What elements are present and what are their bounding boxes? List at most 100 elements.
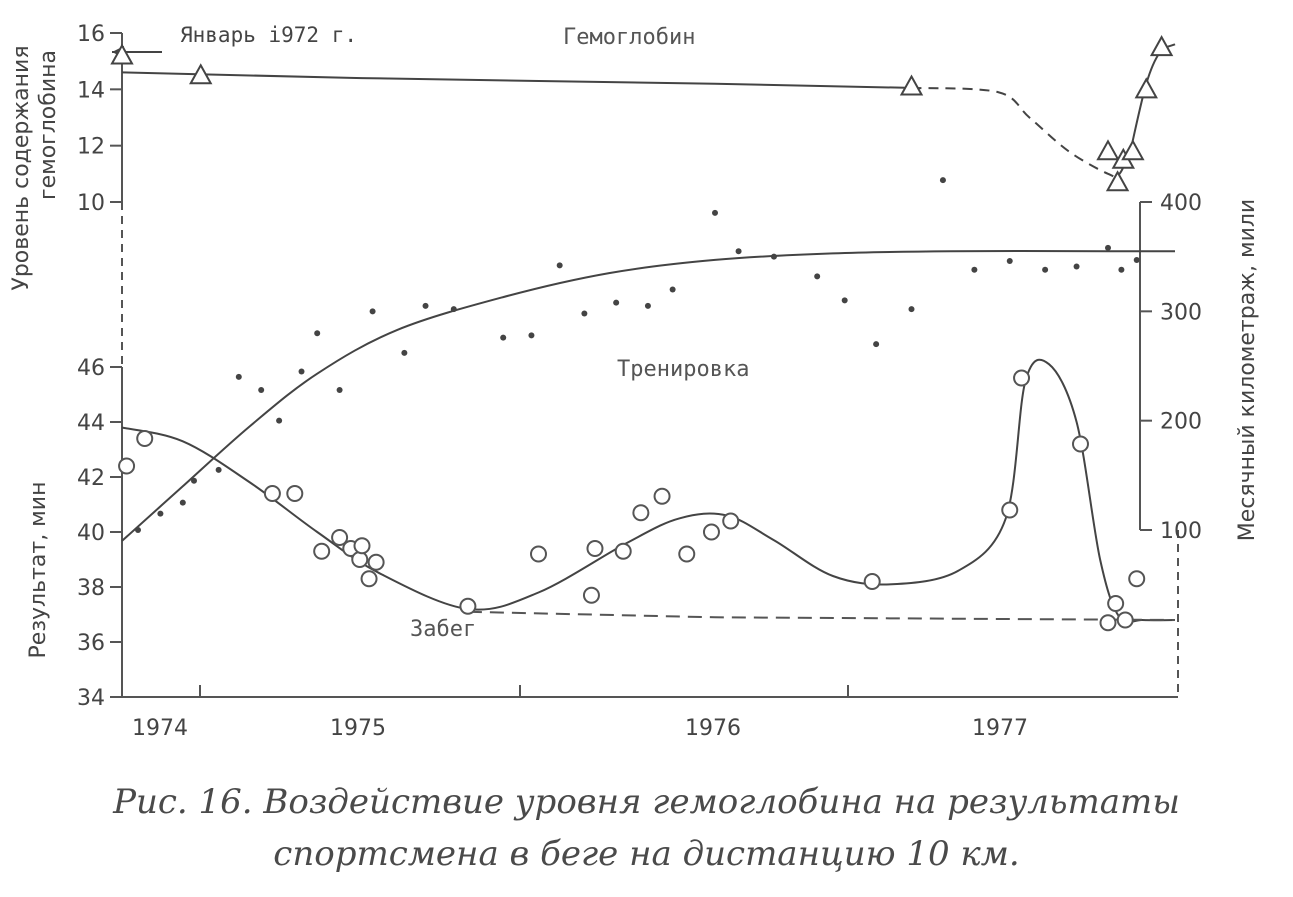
series-label-hemoglobin: Гемоглобин [563,25,695,50]
hemoglobin-axis-title-line-2: гемоглобина [36,50,61,200]
race-point [1001,501,1019,519]
training-point [314,330,321,337]
race-point [1116,611,1134,629]
training-point [814,273,821,280]
training-point [613,299,620,306]
training-point [873,341,880,348]
training-point [1042,266,1049,273]
hemoglobin-axis-title-line-1: Уровень содержания [9,45,34,290]
x-tick-label: 1977 [972,716,1028,741]
race-baseline-dashed [467,610,1176,621]
race-point [614,542,632,560]
x-tick-label: 1976 [685,716,741,741]
race-point [1107,595,1125,612]
race-point [653,487,671,505]
race-point [118,457,136,475]
training-point [369,308,376,315]
training-point [215,466,222,473]
result-tick-label: 38 [77,576,105,601]
training-point [422,302,429,309]
race-point [353,537,371,555]
race-point [367,553,385,571]
hemoglobin-tick-label: 14 [77,78,105,103]
race-point [313,542,331,560]
training-point [401,349,408,356]
result-tick-label: 34 [77,686,105,711]
training-point [1133,256,1140,263]
race-point [1071,435,1089,453]
result-tick-label: 44 [77,411,105,436]
hemoglobin-point [1121,139,1145,161]
hemoglobin-tick-label: 12 [77,135,105,160]
hemoglobin-point [1096,139,1120,161]
training-point [770,253,777,260]
race-point [1099,614,1117,632]
annotation-january-1972: Январь i972 г. [180,23,357,47]
training-point [908,306,915,313]
training-point [1105,244,1111,251]
x-tick-label: 1975 [330,716,386,741]
training-point [669,286,676,293]
training-point [581,310,588,317]
training-point [276,417,283,424]
race-point [1013,369,1031,387]
mileage-tick-label: 200 [1160,410,1202,435]
training-point [644,302,651,309]
training-point [528,332,535,339]
race-point [632,504,650,522]
race-point [286,485,304,502]
race-point [582,586,600,604]
hemoglobin-point [110,43,134,65]
hemoglobin-point [1149,35,1174,57]
series-label-race: Забег [410,617,476,642]
training-point [841,297,848,304]
training-point [1073,263,1080,270]
training-point [939,177,946,184]
race-point [351,551,369,568]
mileage-tick-label: 300 [1160,300,1202,325]
race-point [530,545,547,563]
race-point [136,430,154,447]
race-point [678,545,696,563]
series-label-training: Тренировка [617,357,749,382]
data-markers [110,35,1174,632]
race-point [702,523,720,541]
training-point [135,527,141,533]
hemoglobin-tick-label: 10 [77,191,105,216]
hemoglobin-point [899,74,924,96]
training-point [1006,258,1013,265]
caption-line-2: спортсмена в беге на дистанцию 10 км. [273,834,1020,874]
race-point [1128,570,1146,588]
figure-caption: Рис. 16. Воздействие уровня гемоглобина … [0,776,1293,880]
race-point [586,540,604,557]
training-trend-line [121,250,1175,542]
chart: 16 14 12 10 46 44 42 40 38 36 34 400 300 200 100 1974 19… [9,22,1260,741]
hemoglobin-point [1134,77,1158,99]
training-point [179,499,186,506]
race-point [863,573,881,590]
training-point [258,387,265,394]
training-point [735,248,742,255]
result-axis-title: Результат, мин [26,482,51,659]
hemoglobin-point [189,63,213,85]
mileage-axis-title: Месячный километраж, мили [1235,199,1260,541]
mileage-tick-label: 400 [1160,191,1202,216]
training-point [1118,266,1125,273]
training-point [235,373,242,380]
race-point [459,597,477,615]
training-point [298,368,305,375]
chart-texts: 16 14 12 10 46 44 42 40 38 36 34 400 300 200 100 1974 19… [9,22,1260,741]
trend-lines [121,43,1176,624]
hemoglobin-point [1105,170,1130,192]
training-point [191,477,197,484]
training-point [157,510,164,517]
hemoglobin-tick-label: 16 [77,22,105,47]
training-point [971,266,978,273]
result-tick-label: 40 [77,521,105,546]
training-point [556,262,563,269]
race-point [263,485,281,502]
training-point [336,387,343,394]
result-tick-label: 46 [77,356,105,381]
race-point [331,529,349,546]
training-point [450,306,457,313]
